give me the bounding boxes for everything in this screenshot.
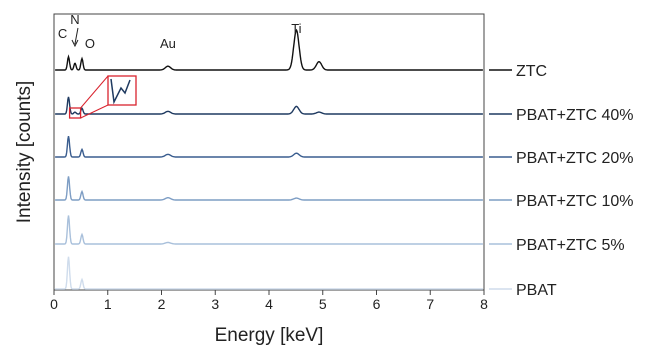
series-line-4 [55, 215, 483, 245]
series-line-2 [55, 135, 483, 158]
series-line-5 [55, 256, 483, 290]
x-tick-label: 0 [50, 296, 58, 312]
x-tick-label: 8 [480, 296, 488, 312]
y-axis-label: Intensity [counts] [14, 81, 35, 224]
legend: ZTC PBAT+ZTC 40% PBAT+ZTC 20% PBAT+ZTC 10% P… [489, 63, 634, 299]
peak-label: N [70, 12, 79, 27]
series-line-0 [55, 28, 483, 71]
x-tick-label: 6 [373, 296, 381, 312]
arrow-head-icon [71, 39, 79, 48]
inset-zoom-box [107, 75, 137, 106]
x-tick-label: 2 [158, 296, 166, 312]
peak-label: Ti [291, 21, 301, 36]
inset-connector [80, 104, 109, 119]
legend-label: PBAT+ZTC 20% [516, 150, 634, 167]
plot-frame [53, 13, 485, 291]
x-tick-label: 3 [211, 296, 219, 312]
legend-label: PBAT+ZTC 5% [516, 237, 625, 254]
legend-label: PBAT+ZTC 40% [516, 107, 634, 124]
x-axis-label: Energy [keV] [215, 325, 324, 346]
x-tick-label: 1 [104, 296, 112, 312]
inset-source-box [68, 107, 82, 119]
peak-labels: CNO Au Ti [58, 12, 302, 51]
peak-arrow [74, 27, 79, 45]
peak-label: O [85, 36, 95, 51]
series-line-1 [55, 96, 483, 115]
x-tick-label: 4 [265, 296, 273, 312]
series-line-3 [55, 176, 483, 201]
series-group [55, 28, 483, 290]
x-tick-label: 5 [319, 296, 327, 312]
inset-zoom [68, 75, 137, 119]
inset-trace [110, 78, 131, 105]
x-tick-label: 7 [426, 296, 434, 312]
peak-label: C [58, 26, 67, 41]
legend-label: ZTC [516, 63, 547, 80]
x-axis-ticks: 0 1 2 3 4 5 6 7 8 [50, 290, 488, 312]
peak-label: Au [160, 36, 176, 51]
legend-label: PBAT+ZTC 10% [516, 193, 634, 210]
legend-label: PBAT [516, 282, 557, 299]
inset-connector [80, 75, 109, 109]
